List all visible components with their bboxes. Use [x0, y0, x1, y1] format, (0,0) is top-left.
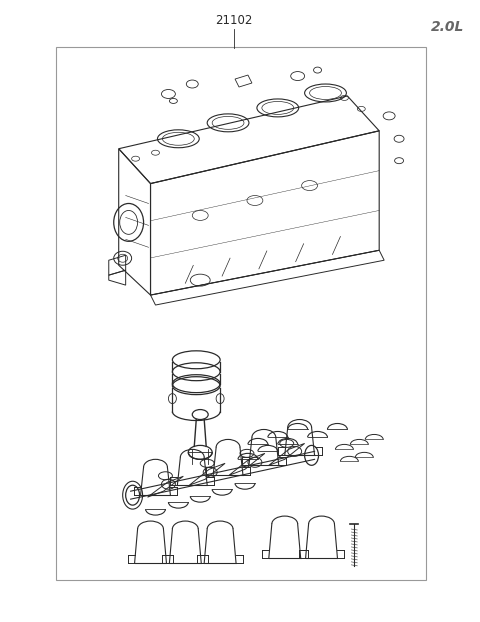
Bar: [56, 47, 426, 580]
Text: 21102: 21102: [216, 14, 253, 27]
Text: 2.0L: 2.0L: [431, 20, 464, 34]
